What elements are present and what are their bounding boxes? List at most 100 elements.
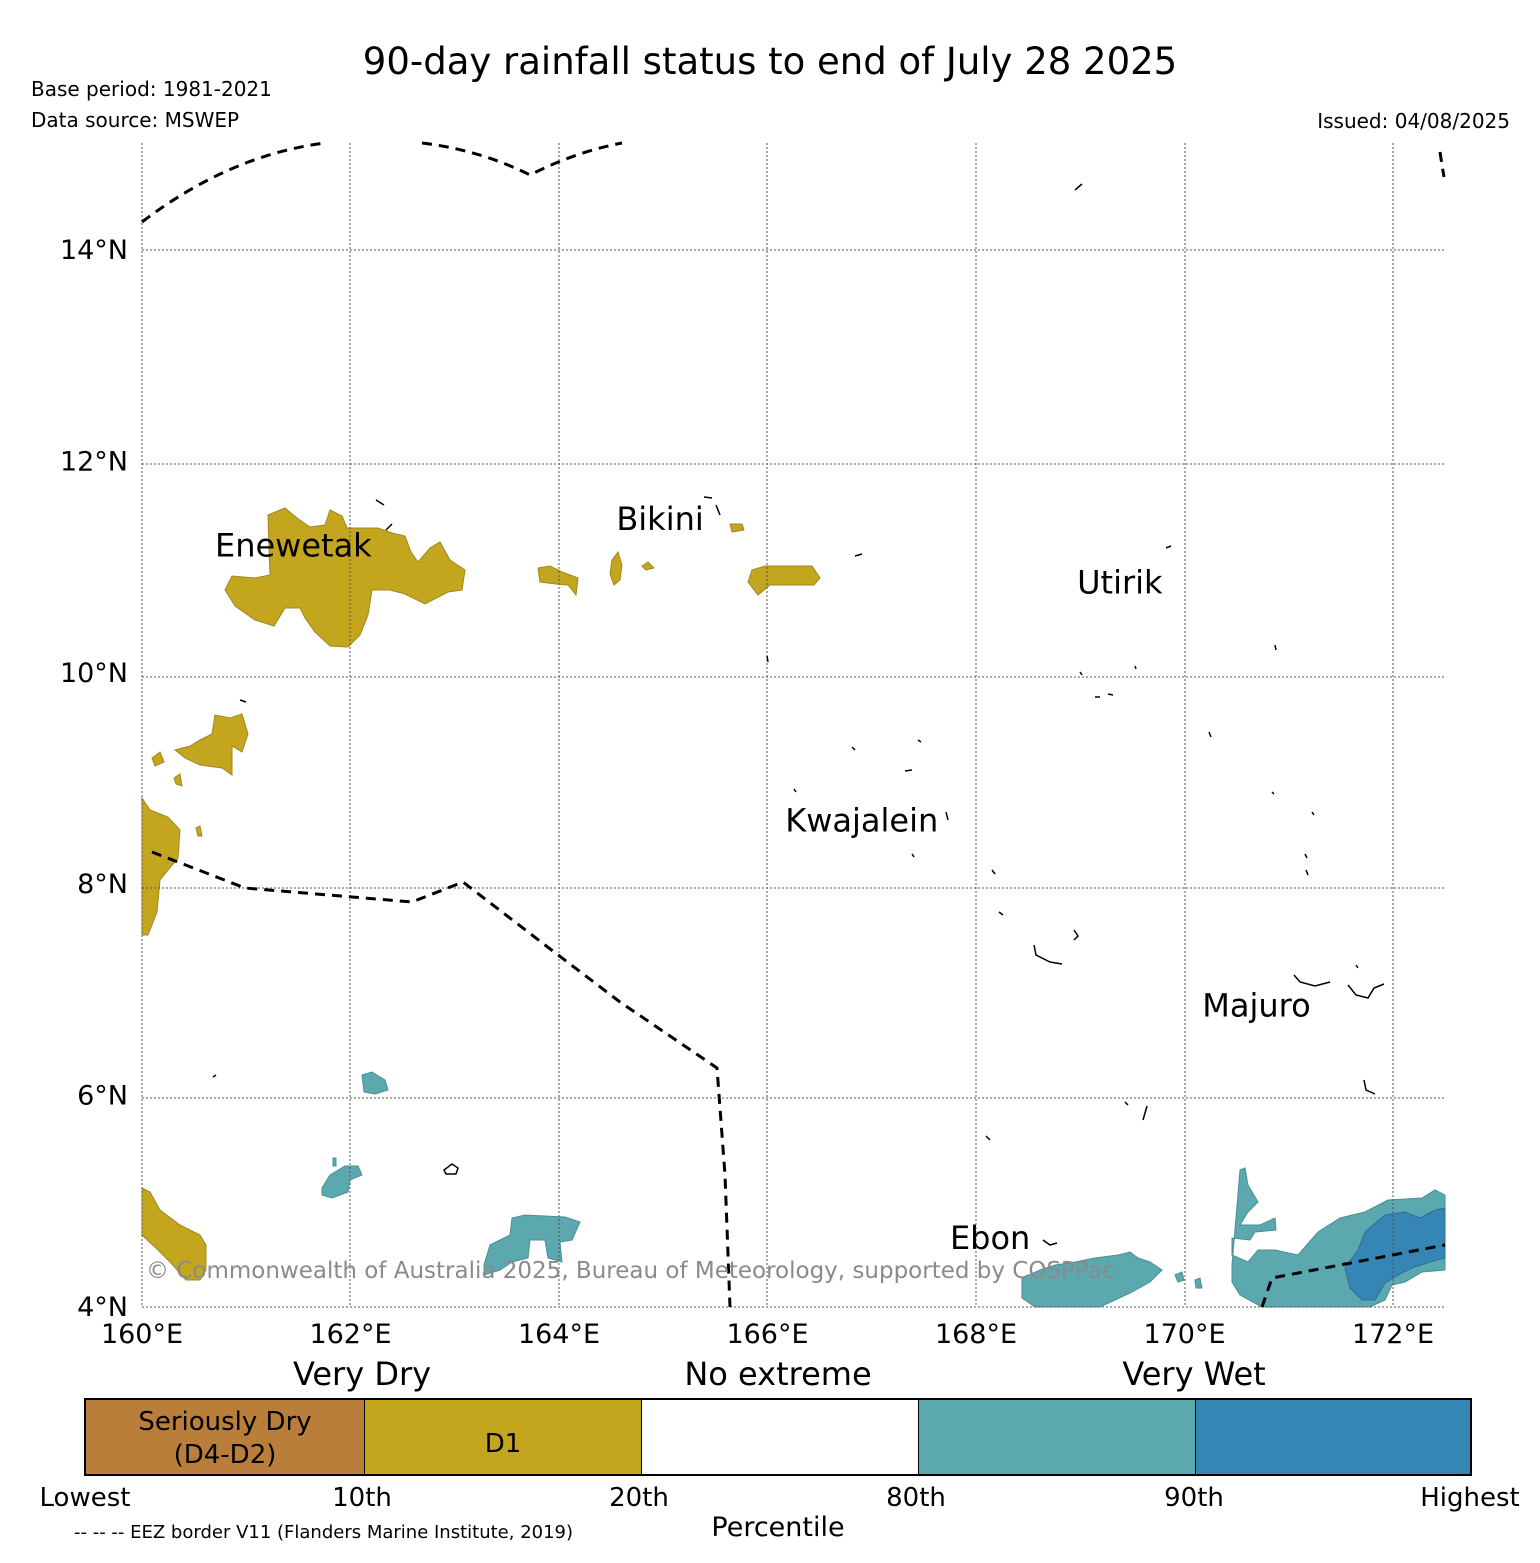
wet-region-west-5n-islet (332, 1157, 337, 1167)
lon-tick-label: 168°E (935, 1319, 1017, 1350)
place-labels: Enewetak Bikini Utirik Kwajalein Majuro Ebon (215, 500, 1311, 1257)
rainfall-map: EnewetakBikiniUtirikKwajaleinMajuroEbon … (60, 141, 1446, 1350)
atoll-outline (1165, 545, 1172, 549)
map-background (142, 143, 1445, 1307)
legend-segment-label: D1 (484, 1429, 522, 1459)
percentile-label-lowest: Lowest (39, 1483, 131, 1513)
percentile-label-20th: 20th (609, 1483, 669, 1513)
d1-region-enewetak (224, 507, 466, 648)
percentile-axis-title: Percentile (711, 1512, 845, 1543)
d1-region-west-9n (173, 713, 249, 776)
atoll-outlines (212, 183, 1385, 1246)
atoll-outline (904, 769, 913, 772)
wet-region-central (361, 1071, 389, 1095)
eez-border-note: -- -- -- EEZ border V11 (Flanders Marine… (74, 1522, 574, 1543)
d1-region-west-9n-islet (151, 751, 165, 767)
lon-tick-label: 166°E (726, 1319, 808, 1350)
base-period-label: Base period: 1981-2021 (31, 77, 272, 101)
eez-border-northeast (1438, 151, 1446, 178)
atoll-outline (985, 1135, 991, 1141)
lat-tick-label: 12°N (60, 446, 128, 477)
legend-segment-wet-90-plus (1195, 1400, 1470, 1474)
data-source-label: Data source: MSWEP (31, 108, 240, 132)
wet-region-west-5n (321, 1165, 363, 1199)
lat-tick-label: 10°N (60, 658, 128, 689)
atoll-outline (703, 496, 721, 516)
axis-labels: 160°E 162°E 164°E 166°E 168°E 170°E 172°E 4°N 6°… (60, 235, 1434, 1350)
lat-tick-label: 14°N (60, 235, 128, 266)
atoll-outline (1355, 964, 1359, 969)
atoll-outline (212, 1074, 217, 1078)
atoll-outline (1124, 1101, 1148, 1121)
d1-region-bikini-east (747, 565, 821, 596)
atoll-outline (1042, 1239, 1058, 1246)
legend-segment-no-extreme (641, 1400, 918, 1474)
eez-border-north-arc (141, 141, 326, 224)
legend-segment-seriously-dry: Seriously Dry (D4-D2) (86, 1400, 364, 1474)
atoll-outline (766, 655, 769, 663)
d1-region-bikini-west (609, 550, 623, 586)
lat-tick-label: 4°N (77, 1292, 128, 1323)
place-label-enewetak: Enewetak (215, 527, 372, 565)
percentile-label-90th: 90th (1164, 1483, 1224, 1513)
atoll-outline (1095, 693, 1114, 698)
percentile-label-highest: Highest (1420, 1483, 1520, 1513)
atoll-outline (1074, 183, 1083, 191)
legend-label-line1: Seriously Dry (138, 1407, 312, 1437)
lat-tick-label: 6°N (77, 1081, 128, 1112)
lon-tick-label: 160°E (101, 1319, 183, 1350)
page-title: 90-day rainfall status to end of July 28… (362, 40, 1178, 83)
legend-segment-label: Seriously Dry (D4-D2) (86, 1406, 364, 1472)
atoll-outline (991, 869, 1004, 916)
place-label-ebon: Ebon (950, 1219, 1030, 1257)
eez-borders (141, 141, 1446, 1308)
atoll-outline (239, 699, 247, 703)
issued-date-label: Issued: 04/08/2025 (1317, 109, 1510, 133)
eez-border-fsm (151, 850, 732, 1308)
place-label-bikini: Bikini (616, 500, 703, 538)
wet-region-ebon-islet-2 (1194, 1277, 1203, 1289)
atoll-outline (854, 553, 863, 557)
d1-region-bikini-small (641, 561, 655, 571)
percentile-label-10th: 10th (332, 1483, 392, 1513)
wet-region-south-164e (483, 1214, 581, 1276)
atoll-outline (1073, 929, 1079, 941)
copyright-text: © Commonwealth of Australia 2025, Bureau… (146, 1258, 1115, 1284)
wet-region-ebon-islet (1174, 1271, 1185, 1283)
d1-region-west-8n (141, 796, 181, 936)
percentile-label-80th: 80th (886, 1483, 946, 1513)
legend-segment-d1: D1 (364, 1400, 641, 1474)
lon-tick-label: 164°E (518, 1319, 600, 1350)
lat-tick-label: 8°N (77, 869, 128, 900)
d1-region-southwest (141, 1187, 207, 1281)
place-label-majuro: Majuro (1202, 986, 1310, 1024)
atoll-outline (1347, 983, 1385, 999)
category-no-extreme: No extreme (684, 1355, 872, 1393)
place-label-kwajalein: Kwajalein (785, 801, 938, 839)
atoll-outline (1363, 1079, 1376, 1095)
atoll-outline (793, 788, 1315, 816)
atoll-outline (851, 739, 922, 751)
category-very-dry: Very Dry (292, 1355, 432, 1393)
d1-region-layer (141, 507, 821, 1281)
lon-tick-label: 170°E (1143, 1319, 1225, 1350)
d1-region-west-8n-islet (195, 825, 203, 837)
legend-color-bar: Seriously Dry (D4-D2) D1 (84, 1398, 1472, 1476)
atoll-outline (1293, 974, 1331, 987)
d1-region-west-9n-islet-2 (173, 773, 183, 787)
atoll-outline (1208, 731, 1212, 738)
lon-tick-label: 172°E (1352, 1319, 1434, 1350)
atoll-outline (945, 811, 949, 821)
gridlines (141, 143, 1445, 1308)
legend-label-line2: (D4-D2) (173, 1440, 277, 1470)
atoll-outline (1274, 644, 1277, 651)
atoll-outline (1033, 944, 1063, 965)
atoll-outline (375, 499, 393, 531)
atoll-outline (911, 853, 1309, 876)
atoll-outline (1079, 665, 1137, 676)
d1-region-bikini-islet (729, 523, 745, 533)
lon-tick-label: 162°E (309, 1319, 391, 1350)
atoll-outline (443, 1163, 459, 1175)
d1-region-east-enewetak (537, 565, 579, 597)
category-very-wet: Very Wet (1122, 1355, 1266, 1393)
